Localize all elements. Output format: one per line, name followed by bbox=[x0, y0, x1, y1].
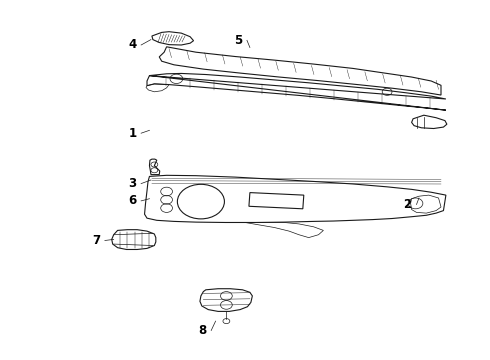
Text: 4: 4 bbox=[128, 39, 136, 51]
Text: 1: 1 bbox=[128, 127, 136, 140]
Text: 3: 3 bbox=[128, 177, 136, 190]
Text: 8: 8 bbox=[198, 324, 206, 337]
Text: 7: 7 bbox=[92, 234, 100, 247]
Text: 5: 5 bbox=[234, 34, 242, 47]
Text: 6: 6 bbox=[128, 194, 136, 207]
Text: 2: 2 bbox=[404, 198, 412, 211]
